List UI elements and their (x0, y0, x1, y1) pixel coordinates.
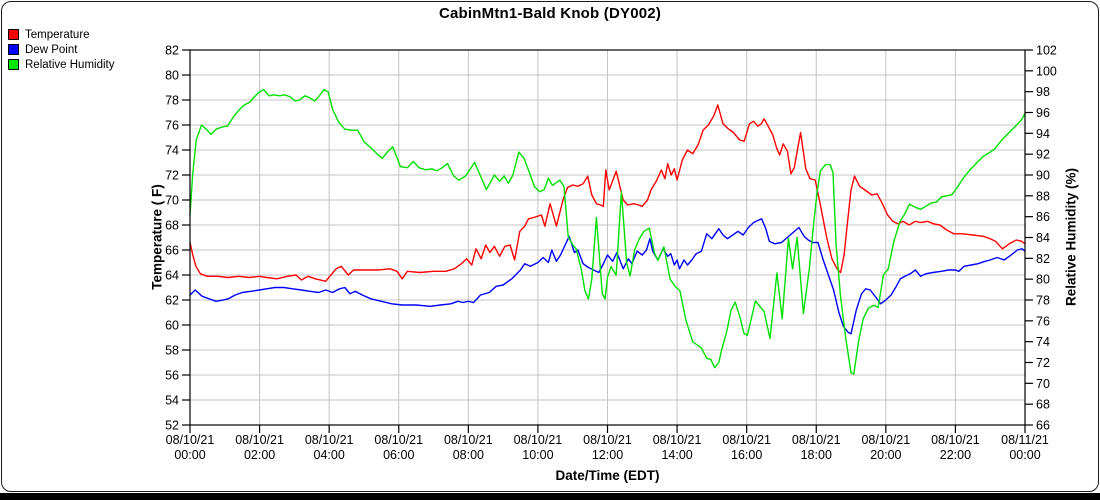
x-axis-tick-date-label: 08/10/21 (931, 433, 980, 447)
x-axis-tick-date-label: 08/10/21 (792, 433, 841, 447)
right-axis-tick-label: 96 (1036, 106, 1050, 120)
legend-label-temperature: Temperature (25, 28, 90, 41)
right-axis-tick-label: 100 (1036, 64, 1057, 78)
x-axis-tick-date-label: 08/10/21 (653, 433, 702, 447)
window-bottom-edge (0, 493, 1100, 500)
x-axis-tick-time-label: 18:00 (801, 448, 832, 462)
x-axis-tick-time-label: 02:00 (244, 448, 275, 462)
legend-item-humidity: Relative Humidity (8, 57, 114, 72)
legend-label-humidity: Relative Humidity (25, 58, 115, 71)
legend-item-dew-point: Dew Point (8, 42, 114, 57)
x-axis-tick-date-label: 08/10/21 (444, 433, 493, 447)
left-axis-tick-label: 66 (165, 244, 179, 258)
right-axis-tick-label: 66 (1036, 419, 1050, 433)
right-axis-tick-label: 98 (1036, 85, 1050, 99)
left-axis-tick-label: 54 (165, 394, 179, 408)
right-axis-tick-label: 76 (1036, 314, 1050, 328)
x-axis-tick-time-label: 06:00 (383, 448, 414, 462)
x-axis-tick-time-label: 00:00 (174, 448, 205, 462)
x-axis-tick-time-label: 08:00 (453, 448, 484, 462)
x-axis-tick-time-label: 00:00 (1009, 448, 1040, 462)
dew-point-swatch-icon (8, 44, 19, 55)
x-axis-tick-time-label: 04:00 (314, 448, 345, 462)
legend: Temperature Dew Point Relative Humidity (8, 27, 114, 72)
x-axis-tick-time-label: 12:00 (592, 448, 623, 462)
x-axis-tick-date-label: 08/10/21 (722, 433, 771, 447)
chart-title: CabinMtn1-Bald Knob (DY002) (438, 5, 662, 22)
right-axis-tick-label: 72 (1036, 356, 1050, 370)
right-axis-tick-label: 82 (1036, 252, 1050, 266)
x-axis-tick-date-label: 08/10/21 (305, 433, 354, 447)
x-axis-tick-time-label: 22:00 (940, 448, 971, 462)
x-axis-tick-date-label: 08/10/21 (514, 433, 563, 447)
left-axis-tick-label: 74 (165, 144, 179, 158)
left-axis-tick-label: 72 (165, 169, 179, 183)
right-axis-tick-label: 80 (1036, 273, 1050, 287)
left-axis-tick-label: 80 (165, 69, 179, 83)
left-axis-tick-label: 60 (165, 319, 179, 333)
right-axis-tick-label: 84 (1036, 231, 1050, 245)
left-axis-tick-label: 78 (165, 94, 179, 108)
right-axis-tick-label: 88 (1036, 189, 1050, 203)
temperature-swatch-icon (8, 29, 19, 40)
right-axis-tick-label: 90 (1036, 169, 1050, 183)
right-axis-tick-label: 86 (1036, 210, 1050, 224)
x-axis-tick-time-label: 10:00 (522, 448, 553, 462)
left-axis-tick-label: 56 (165, 369, 179, 383)
legend-label-dew-point: Dew Point (25, 43, 78, 56)
left-axis-tick-label: 64 (165, 269, 179, 283)
x-axis-tick-date-label: 08/10/21 (374, 433, 423, 447)
x-axis-tick-date-label: 08/10/21 (235, 433, 284, 447)
left-axis-tick-label: 52 (165, 419, 179, 433)
relative-humidity-line (189, 88, 1026, 375)
x-axis-tick-date-label: 08/10/21 (861, 433, 910, 447)
humidity-swatch-icon (8, 59, 19, 70)
right-axis-tick-label: 68 (1036, 398, 1050, 412)
left-axis-tick-label: 76 (165, 119, 179, 133)
x-axis-title: Date/Time (EDT) (555, 468, 660, 483)
legend-item-temperature: Temperature (8, 27, 114, 42)
right-axis-tick-label: 102 (1036, 44, 1057, 58)
right-axis-tick-label: 78 (1036, 294, 1050, 308)
left-axis-tick-label: 58 (165, 344, 179, 358)
x-axis-tick-time-label: 16:00 (731, 448, 762, 462)
left-axis-tick-label: 62 (165, 294, 179, 308)
x-axis-tick-date-label: 08/11/21 (1001, 433, 1049, 447)
left-axis-tick-label: 68 (165, 219, 179, 233)
right-axis-tick-label: 94 (1036, 127, 1050, 141)
x-axis-tick-date-label: 08/10/21 (166, 433, 215, 447)
left-axis-tick-label: 82 (165, 44, 179, 58)
left-axis-tick-label: 70 (165, 194, 179, 208)
x-axis-tick-time-label: 14:00 (661, 448, 692, 462)
x-axis-tick-date-label: 08/10/21 (583, 433, 632, 447)
temperature-line (189, 104, 1026, 282)
x-axis-tick-time-label: 20:00 (870, 448, 901, 462)
right-axis-tick-label: 92 (1036, 148, 1050, 162)
right-axis-tick-label: 70 (1036, 377, 1050, 391)
right-axis-tick-label: 74 (1036, 335, 1050, 349)
